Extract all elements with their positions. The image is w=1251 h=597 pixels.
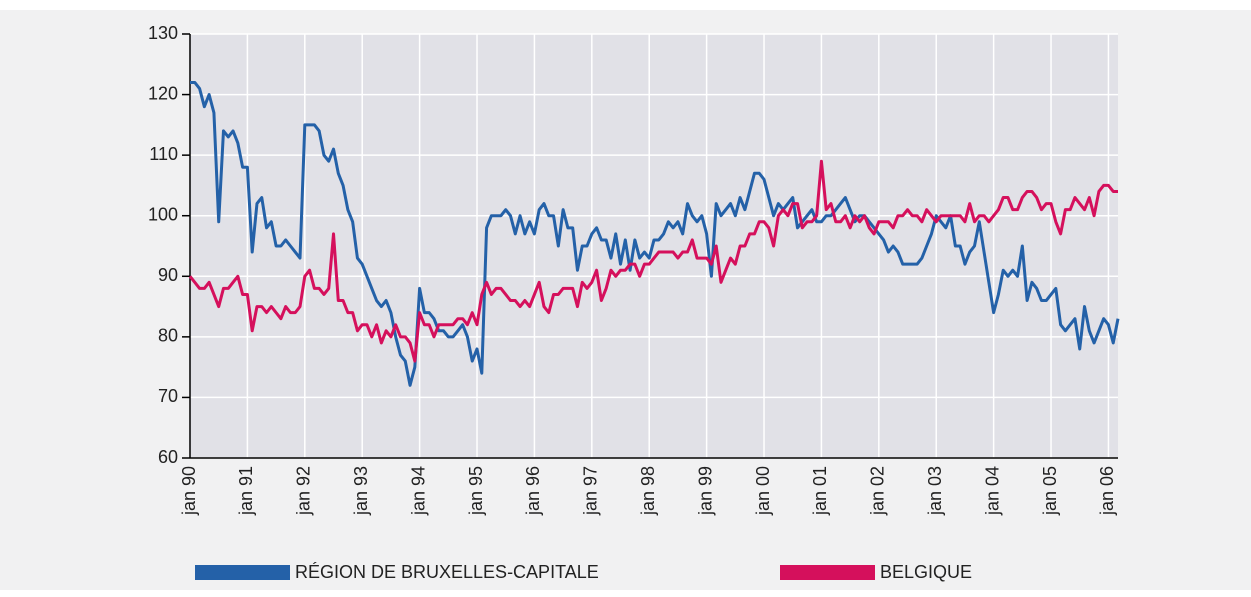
x-tick-label: jan 90 — [179, 466, 199, 516]
x-tick-label: jan 02 — [868, 466, 888, 516]
y-tick-label: 90 — [158, 265, 178, 285]
x-tick-label: jan 06 — [1097, 466, 1117, 516]
y-tick-label: 130 — [148, 23, 178, 43]
x-tick-label: jan 98 — [638, 466, 658, 516]
x-tick-label: jan 91 — [236, 466, 256, 516]
series-line — [190, 80, 1120, 387]
x-tick-label: jan 99 — [695, 466, 715, 516]
legend-label: RÉGION DE BRUXELLES-CAPITALE — [295, 562, 599, 582]
legend-label: BELGIQUE — [880, 562, 972, 582]
legend-swatch — [195, 565, 290, 580]
plot-area — [190, 34, 1118, 458]
x-tick-label: jan 00 — [753, 466, 773, 516]
x-tick-label: jan 05 — [1040, 466, 1060, 516]
y-tick-label: 110 — [149, 144, 178, 164]
y-tick-label: 70 — [158, 386, 178, 406]
legend-swatch — [780, 565, 875, 580]
x-tick-label: jan 93 — [351, 466, 371, 516]
x-tick-label: jan 95 — [466, 466, 486, 516]
x-tick-label: jan 94 — [408, 466, 428, 516]
y-tick-label: 80 — [158, 326, 178, 346]
y-tick-label: 120 — [148, 83, 178, 103]
series-line — [188, 159, 1118, 363]
x-tick-label: jan 96 — [523, 466, 543, 516]
y-tick-label: 60 — [158, 447, 178, 467]
y-tick-label: 100 — [148, 204, 178, 224]
x-tick-label: jan 97 — [581, 466, 601, 516]
x-tick-label: jan 01 — [810, 466, 830, 516]
x-tick-label: jan 04 — [982, 466, 1002, 516]
x-tick-label: jan 92 — [294, 466, 314, 516]
x-tick-label: jan 03 — [925, 466, 945, 516]
